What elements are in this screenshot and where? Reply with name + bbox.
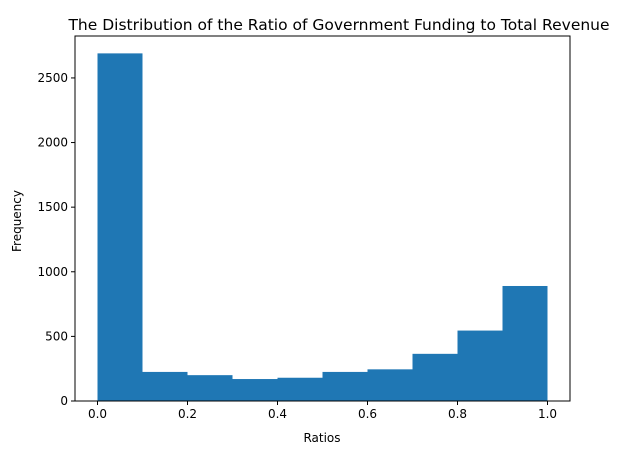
y-axis-label: Frequency [10,190,24,252]
y-tick-label: 2500 [37,71,68,85]
x-tick-label: 0.2 [178,407,197,421]
histogram-bar-6 [367,369,413,401]
x-axis-ticks: 0.0 0.2 0.4 0.6 0.8 1.0 [88,401,557,421]
y-tick-label: 1000 [37,265,68,279]
histogram-bar-1 [142,371,188,401]
x-tick-label: 0.4 [268,407,287,421]
bars-group [97,53,548,401]
histogram-bar-0 [97,53,143,401]
y-tick-label: 2000 [37,136,68,150]
histogram-bar-5 [322,371,368,401]
chart-title: The Distribution of the Ratio of Governm… [67,16,609,34]
histogram-bar-7 [412,353,458,401]
y-axis-ticks: 0 500 1000 1500 2000 2500 [37,71,75,408]
histogram-bar-8 [457,330,503,401]
x-tick-label: 0.0 [88,407,107,421]
histogram-bar-9 [502,285,548,401]
x-tick-label: 0.6 [358,407,377,421]
y-tick-label: 500 [45,329,68,343]
y-tick-label: 1500 [37,200,68,214]
histogram-bar-4 [277,377,323,401]
y-tick-label: 0 [60,394,68,408]
plot-frame [74,35,571,402]
histogram-bar-3 [232,379,278,401]
x-tick-label: 0.8 [448,407,467,421]
histogram-bar-2 [187,375,233,401]
x-axis-label: Ratios [303,431,340,445]
x-tick-label: 1.0 [538,407,557,421]
